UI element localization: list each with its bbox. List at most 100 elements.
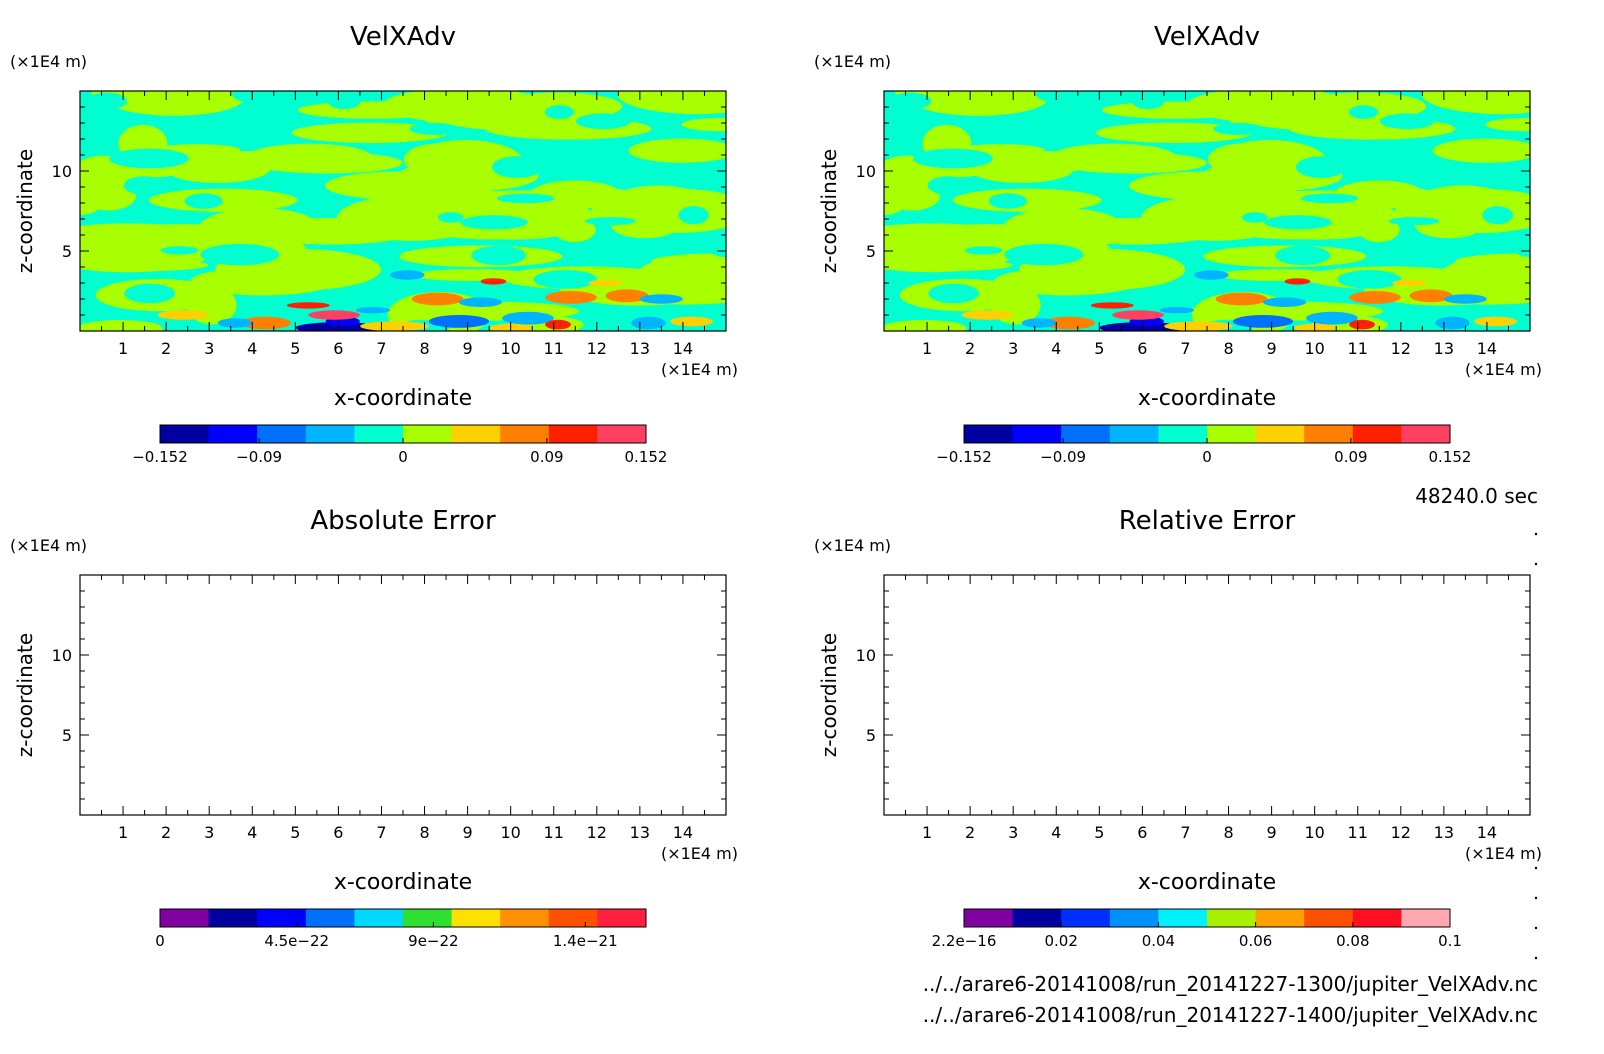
field-patch-positive [1207,143,1274,176]
colorbar-frame [159,908,647,928]
field-patch-zero [1348,105,1379,119]
x-tick-label: 9 [463,339,473,358]
field-background [884,575,1530,815]
field [884,91,1530,331]
field-patch-positive [1421,91,1530,115]
field-feature [1262,297,1307,308]
x-tick-label: 12 [1391,339,1411,358]
colorbar-swatch [354,425,404,443]
field-patch-positive [591,188,726,234]
field-feature [1409,289,1453,303]
x-tick-label: 10 [500,823,520,842]
field-feature [588,279,623,287]
field-feature [961,310,1014,320]
x-tick-label: 1 [922,823,932,842]
field-patch-zero [1264,215,1332,230]
field-patch-zero [1482,206,1513,225]
file-path-1: ../../arare6-20141008/run_20141227-1300/… [923,972,1538,996]
colorbar: −0.152 −0.09 0 0.09 0.152 [936,424,1471,466]
field-patch-zero [80,126,106,137]
colorbar-swatch [1061,909,1111,927]
field-patch-zero [533,270,597,289]
x-tick-label: 7 [1180,339,1190,358]
field-patch-positive [994,267,1140,296]
colorbar-swatch [305,425,355,443]
colorbar-swatch [1352,425,1402,443]
colorbar-swatch [1061,425,1111,443]
field-feature [1435,316,1470,330]
colorbar-tick-label: 4.5e−22 [264,932,329,950]
y-tick-label: 10 [856,646,876,665]
field-patch-positive [651,253,726,270]
y-unit-label: (×1E4 m) [10,52,87,71]
colorbar-swatch [1304,425,1354,443]
field-patch-positive [81,181,136,211]
x-tick-label: 4 [247,339,257,358]
field-patch-zero [123,176,164,195]
x-tick-label: 11 [544,823,564,842]
colorbar: −0.152 −0.09 0 0.09 0.152 [132,424,668,466]
field-patch-positive [291,122,448,143]
y-tick-label: 5 [62,726,72,745]
field-patch-positive [968,154,1075,183]
field-patch-zero [678,206,709,225]
field-patch-positive [1229,113,1389,128]
y-tick-label: 5 [866,242,876,261]
field-patch-positive [246,143,373,171]
colorbar-tick-label: −0.152 [936,448,992,466]
x-tick-label: 1 [118,339,128,358]
field-patch-zero [633,114,667,123]
field-patch-zero [160,246,199,255]
field-patch-zero [575,113,631,130]
field-feature [639,294,683,304]
field-patch-zero [709,240,726,257]
field-feature [1163,321,1233,331]
colorbar-swatch [160,425,210,443]
x-tick-label: 9 [463,823,473,842]
colorbar-swatch [1158,909,1208,927]
field-patch-zero [928,283,980,304]
field-feature [1159,307,1195,314]
panel-title: VelXAdv [350,22,456,52]
x-tick-label: 14 [673,339,693,358]
x-tick-label: 11 [1348,823,1368,842]
field-feature [411,292,464,306]
x-tick-label: 13 [630,339,650,358]
chart-panel-2: VelXAdv (×1E4 m) (×1E4 m) x-coordinate z-coo… [814,22,1542,466]
x-tick-label: 1 [922,339,932,358]
field-patch-positive [1050,143,1177,171]
colorbar-tick-label: −0.152 [132,448,188,466]
x-tick-label: 9 [1267,823,1277,842]
field-patch-zero [124,283,176,304]
field-patch-positive [80,259,209,272]
field-patch-zero [437,212,464,223]
field-patch-positive [325,171,476,200]
field-patch-positive [80,320,162,331]
field-feature [631,316,666,330]
colorbar-swatch [208,909,258,927]
x-tick-label: 12 [587,823,607,842]
x-tick-label: 7 [376,339,386,358]
field-feature [1021,318,1057,328]
field-feature [1284,278,1311,285]
field-feature [1443,294,1487,304]
colorbar-swatch [1207,909,1257,927]
field-feature [605,289,649,303]
colorbar-swatch [208,425,258,443]
field-feature [1349,319,1375,330]
field-patch-positive [1095,122,1252,143]
x-tick-label: 4 [1051,823,1061,842]
field-patch-zero [1004,243,1084,266]
x-tick-label: 14 [1477,339,1497,358]
x-tick-label: 13 [630,823,650,842]
chart-panel-1: VelXAdv (×1E4 m) (×1E4 m) x-coordinate z-coo… [10,22,738,466]
field-feature [1215,292,1268,306]
colorbar-swatch [1352,909,1402,927]
x-tick-label: 3 [204,339,214,358]
colorbar-tick-label: 0.152 [625,448,668,466]
y-unit-label: (×1E4 m) [814,536,891,555]
panel-title: Relative Error [1119,506,1296,536]
colorbar-swatch [403,425,453,443]
colorbar-swatch [160,909,210,927]
